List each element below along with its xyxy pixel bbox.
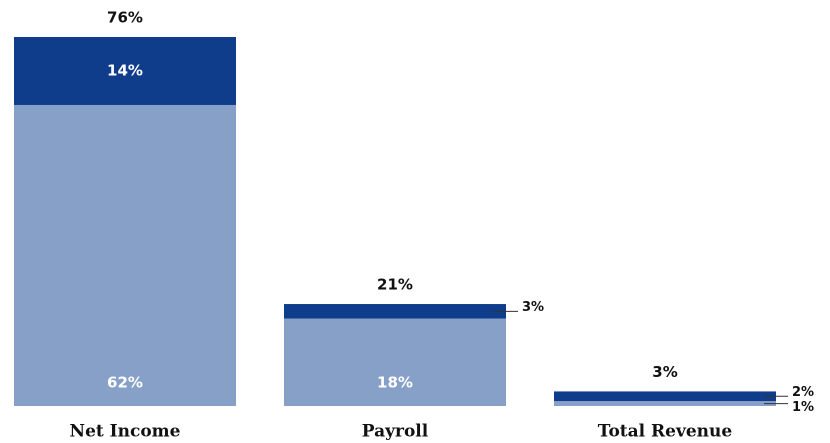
bar-segment	[284, 304, 506, 319]
bar-segment	[284, 318, 506, 406]
bar-segment	[14, 104, 236, 406]
segment-label: 1%	[792, 400, 814, 415]
category-label: Payroll	[362, 422, 429, 442]
segment-label: 62%	[107, 374, 143, 392]
total-label: 21%	[377, 276, 413, 294]
segment-label: 18%	[377, 374, 413, 392]
total-label: 76%	[107, 9, 143, 27]
segment-label: 3%	[522, 300, 544, 315]
bar-segment	[554, 391, 776, 402]
bar-segment	[14, 37, 236, 105]
segment-label: 14%	[107, 61, 143, 79]
segment-label: 2%	[792, 385, 814, 400]
bar-segment	[554, 401, 776, 406]
category-label: Net Income	[70, 422, 181, 442]
category-label: Total Revenue	[598, 422, 733, 442]
total-label: 3%	[652, 363, 677, 381]
